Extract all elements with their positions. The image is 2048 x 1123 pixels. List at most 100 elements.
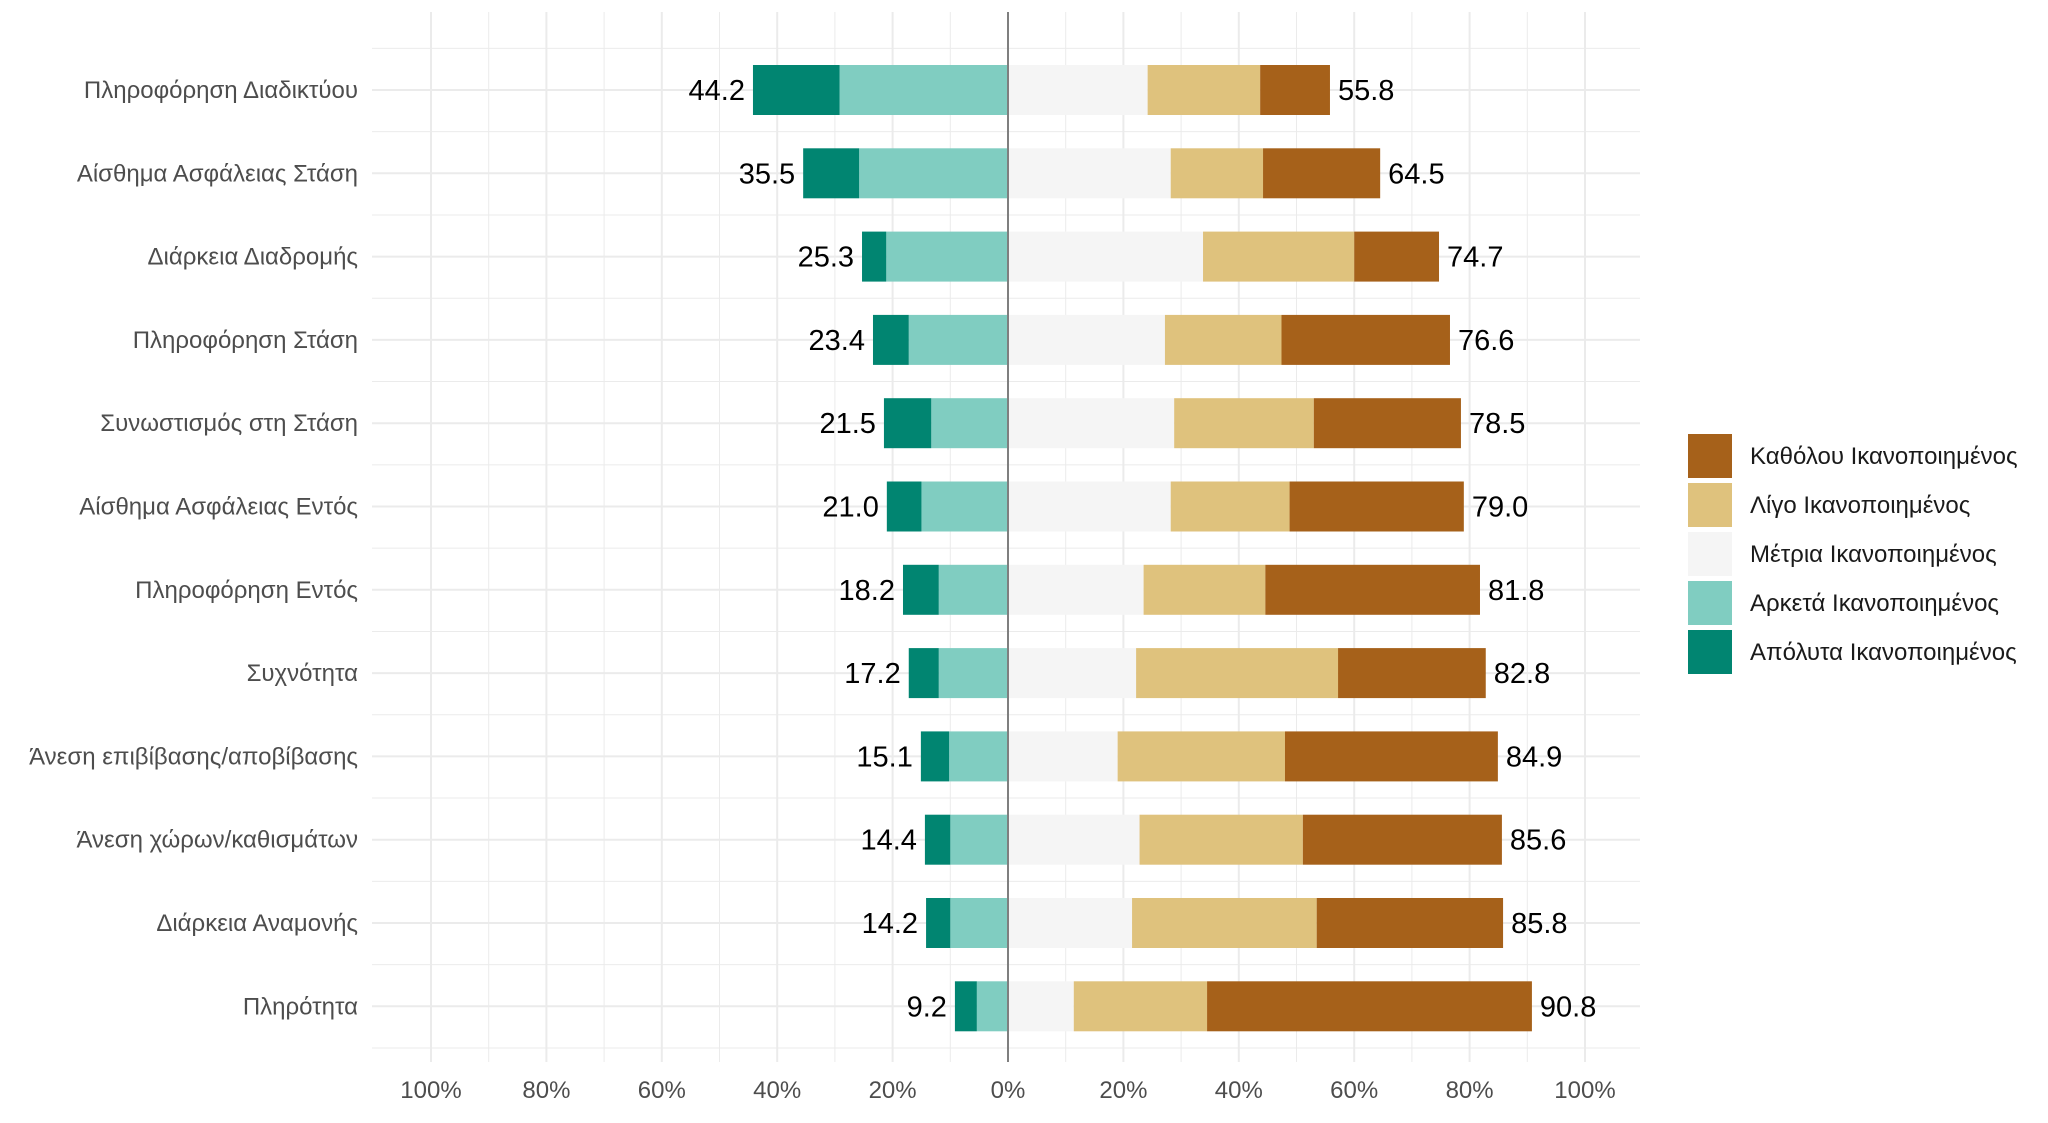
left-total-label: 21.0	[822, 492, 878, 524]
right-total-label: 85.8	[1511, 908, 1567, 940]
legend-label: Καθόλου Ικανοποιημένος	[1750, 443, 2018, 470]
bar-segment	[1008, 481, 1171, 532]
legend-label: Μέτρια Ικανοποιημένος	[1750, 541, 1997, 568]
bar-segment	[1170, 148, 1264, 199]
left-total-label: 18.2	[839, 575, 895, 607]
bar-segment	[954, 981, 977, 1032]
bar-segment	[1008, 398, 1175, 449]
bar-segment	[883, 398, 932, 449]
bar-segment	[938, 648, 1008, 699]
x-tick-label: 40%	[1215, 1077, 1263, 1104]
legend-key	[1688, 630, 1732, 674]
bar-segment	[1174, 398, 1314, 449]
category-label: Αίσθημα Ασφάλειας Στάση	[77, 160, 358, 187]
bar-segment	[1008, 814, 1140, 865]
bar-segment	[1008, 564, 1144, 615]
right-total-label: 84.9	[1506, 741, 1562, 773]
legend-label: Απόλυτα Ικανοποιημένος	[1750, 639, 2017, 666]
bar-segment	[886, 231, 1008, 282]
bar-segment	[1313, 398, 1461, 449]
x-tick-label: 80%	[522, 1077, 570, 1104]
x-tick-label: 20%	[1099, 1077, 1147, 1104]
x-tick-label: 60%	[1330, 1077, 1378, 1104]
bar-segment	[950, 814, 1008, 865]
right-total-label: 81.8	[1488, 575, 1544, 607]
right-total-label: 79.0	[1472, 492, 1528, 524]
bar-segment	[1008, 981, 1074, 1032]
x-tick-label: 0%	[991, 1077, 1026, 1104]
x-tick-label: 40%	[753, 1077, 801, 1104]
category-label: Αίσθημα Ασφάλειας Εντός	[79, 494, 358, 521]
left-total-label: 44.2	[689, 75, 745, 107]
bar-segment	[938, 564, 1008, 615]
legend-key	[1688, 532, 1732, 576]
left-total-label: 14.4	[860, 825, 916, 857]
category-label: Άνεση χώρων/καθισμάτων	[76, 827, 358, 854]
right-total-label: 55.8	[1338, 75, 1394, 107]
bar-segment	[1147, 65, 1261, 115]
legend-label: Λίγο Ικανοποιημένος	[1750, 492, 1970, 519]
bar-segment	[1338, 648, 1486, 699]
x-tick-label: 80%	[1446, 1077, 1494, 1104]
legend: Καθόλου Ικανοποιημένος Λίγο Ικανοποιημένο…	[1688, 434, 2018, 674]
right-total-label: 85.6	[1510, 825, 1566, 857]
bar-segment	[1207, 981, 1532, 1032]
bar-segment	[1008, 648, 1137, 699]
bar-segment	[908, 314, 1008, 365]
left-total-label: 21.5	[819, 408, 875, 440]
bar-segment	[1284, 731, 1498, 782]
left-total-label: 35.5	[739, 158, 795, 190]
x-axis-ticks: 100% 80% 60% 40% 20% 0% 20% 40% 60% 80% 100%	[400, 1077, 1615, 1104]
bar-segment	[1008, 731, 1118, 782]
left-total-label: 25.3	[798, 242, 854, 274]
x-tick-label: 60%	[638, 1077, 686, 1104]
bar-segment	[1008, 65, 1148, 115]
bar-segment	[1281, 314, 1450, 365]
bar-segment	[1008, 148, 1171, 199]
category-label: Συχνότητα	[247, 660, 359, 687]
bar-segment	[1203, 231, 1355, 282]
bar-segment	[1008, 314, 1165, 365]
legend-key	[1688, 581, 1732, 625]
total-labels: 44.2 55.8 35.5 64.5 25.3 74.7 23.4 76.6 21.5 78.5…	[689, 75, 1597, 1023]
bar-segment	[872, 314, 909, 365]
bar-segment	[921, 481, 1008, 532]
bar-segment	[902, 564, 939, 615]
bar-segment	[908, 648, 939, 699]
bar-segment	[949, 731, 1008, 782]
category-labels: Πληροφόρηση Διαδικτύου Αίσθημα Ασφάλειας …	[29, 77, 358, 1020]
category-label: Άνεση επιβίβασης/αποβίβασης	[29, 743, 358, 770]
bar-segment	[1139, 814, 1303, 865]
right-total-label: 76.6	[1458, 325, 1514, 357]
bar-segment	[931, 398, 1008, 449]
right-total-label: 90.8	[1540, 991, 1596, 1023]
bar-segment	[1117, 731, 1285, 782]
category-label: Συνωστισμός στη Στάση	[100, 410, 358, 437]
x-tick-label: 100%	[400, 1077, 461, 1104]
bar-segment	[1170, 481, 1290, 532]
legend-label: Αρκετά Ικανοποιημένος	[1750, 590, 1999, 617]
bar-segment	[1302, 814, 1502, 865]
legend-key	[1688, 434, 1732, 478]
category-label: Πληροφόρηση Στάση	[133, 327, 358, 354]
left-total-label: 23.4	[809, 325, 865, 357]
right-total-label: 78.5	[1469, 408, 1525, 440]
bar-segment	[1164, 314, 1282, 365]
bar-segment	[1263, 148, 1381, 199]
bar-segment	[1008, 898, 1133, 948]
bar-segment	[920, 731, 950, 782]
legend-key	[1688, 483, 1732, 527]
bar-segment	[839, 65, 1008, 115]
bar-segment	[752, 65, 840, 115]
left-total-label: 15.1	[856, 741, 912, 773]
bar-segment	[1289, 481, 1464, 532]
category-label: Διάρκεια Διαδρομής	[148, 244, 358, 271]
bar-segment	[803, 148, 860, 199]
right-total-label: 74.7	[1447, 242, 1503, 274]
right-total-label: 64.5	[1388, 158, 1444, 190]
x-tick-label: 100%	[1554, 1077, 1615, 1104]
bar-segment	[950, 898, 1008, 948]
left-total-label: 17.2	[844, 658, 900, 690]
bar-segment	[926, 898, 951, 948]
